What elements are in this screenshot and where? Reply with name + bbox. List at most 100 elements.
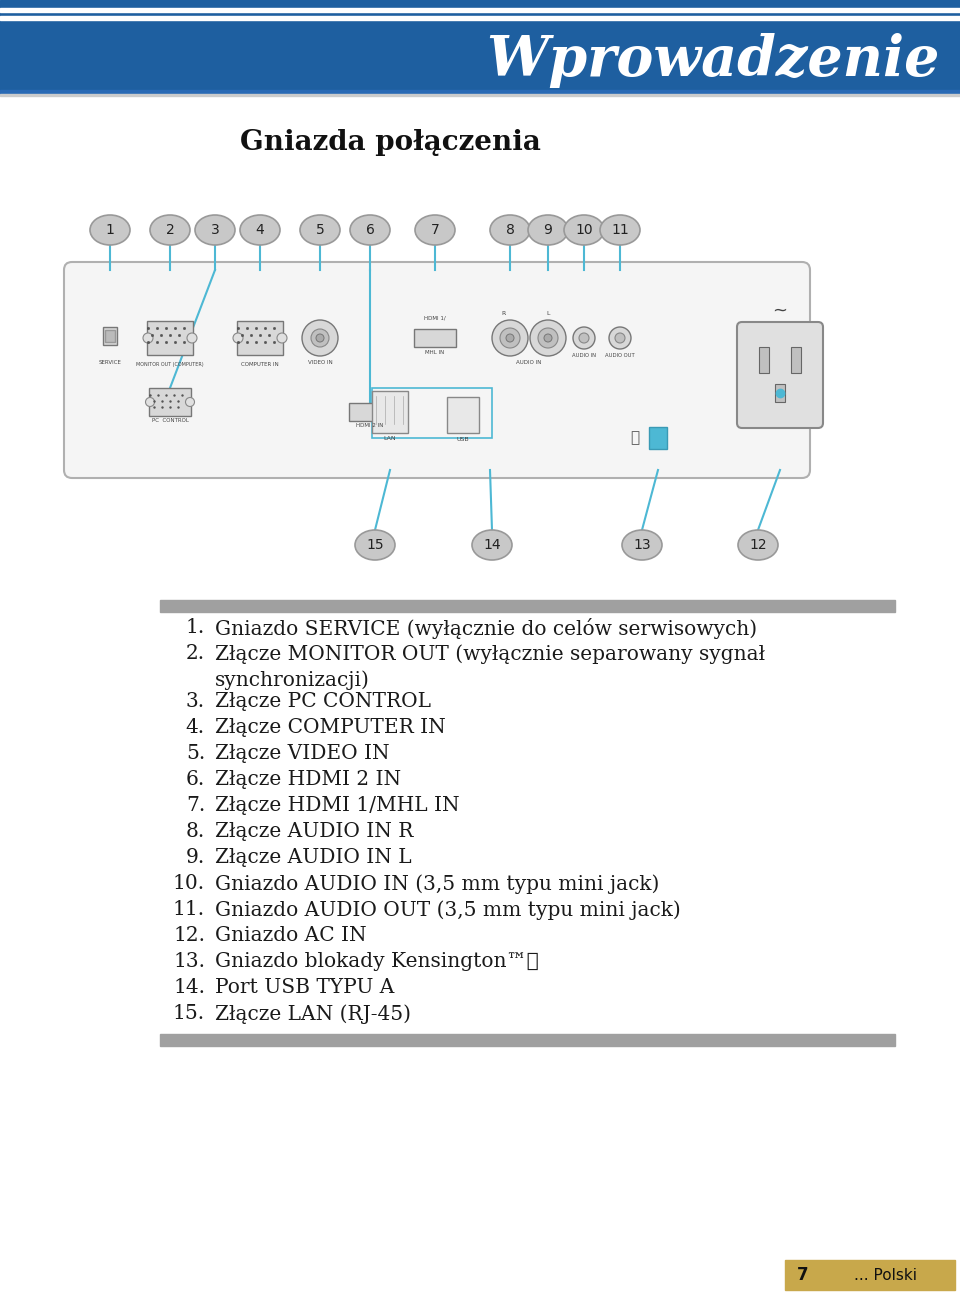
- Text: COMPUTER IN: COMPUTER IN: [241, 362, 278, 367]
- Text: 10.: 10.: [173, 874, 205, 893]
- Text: 7.: 7.: [185, 796, 205, 815]
- Bar: [160, 600, 895, 612]
- Circle shape: [492, 319, 528, 356]
- Bar: [0, 94, 960, 96]
- Text: 5: 5: [316, 222, 324, 237]
- Text: 2.: 2.: [186, 644, 205, 663]
- Text: Gniazdo AC IN: Gniazdo AC IN: [215, 926, 367, 945]
- Text: Złącze AUDIO IN L: Złącze AUDIO IN L: [215, 848, 412, 868]
- Text: 11.: 11.: [173, 900, 205, 919]
- Circle shape: [143, 334, 153, 343]
- Ellipse shape: [490, 215, 530, 244]
- Bar: [414, 328, 456, 347]
- Text: LAN: LAN: [384, 436, 396, 441]
- Bar: [759, 347, 769, 372]
- Text: HDMI 2 IN: HDMI 2 IN: [356, 423, 384, 428]
- Text: AUDIO IN: AUDIO IN: [572, 353, 596, 358]
- Text: SERVICE: SERVICE: [99, 359, 121, 365]
- Text: 13.: 13.: [173, 952, 205, 971]
- Bar: [372, 390, 408, 433]
- Text: Złącze LAN (RJ-45): Złącze LAN (RJ-45): [215, 1003, 411, 1024]
- Bar: [372, 388, 492, 438]
- Bar: [149, 388, 191, 416]
- Text: Gniazdo AUDIO OUT (3,5 mm typu mini jack): Gniazdo AUDIO OUT (3,5 mm typu mini jack…: [215, 900, 681, 919]
- Text: PC  CONTROL: PC CONTROL: [152, 418, 188, 423]
- Text: 4.: 4.: [186, 718, 205, 737]
- Circle shape: [185, 397, 195, 406]
- Bar: [0, 0, 960, 91]
- Ellipse shape: [472, 530, 512, 560]
- Bar: [105, 330, 115, 343]
- Text: synchronizacji): synchronizacji): [215, 670, 370, 689]
- Text: Złącze MONITOR OUT (wyłącznie separowany sygnał: Złącze MONITOR OUT (wyłącznie separowany…: [215, 644, 765, 663]
- Text: 4: 4: [255, 222, 264, 237]
- Circle shape: [233, 334, 243, 343]
- Circle shape: [500, 328, 520, 348]
- Text: 15: 15: [366, 538, 384, 552]
- Bar: [349, 403, 391, 422]
- Ellipse shape: [90, 215, 130, 244]
- Bar: [147, 321, 193, 356]
- Text: Port USB TYPU A: Port USB TYPU A: [215, 978, 395, 997]
- Text: AUDIO OUT: AUDIO OUT: [605, 353, 635, 358]
- Circle shape: [579, 334, 589, 343]
- Text: R: R: [502, 312, 506, 315]
- Circle shape: [615, 334, 625, 343]
- Bar: [447, 397, 479, 433]
- FancyBboxPatch shape: [64, 262, 810, 478]
- Ellipse shape: [240, 215, 280, 244]
- Text: Złącze HDMI 2 IN: Złącze HDMI 2 IN: [215, 771, 401, 789]
- Text: 1.: 1.: [185, 618, 205, 637]
- Bar: [791, 347, 801, 372]
- Text: ⚿: ⚿: [631, 431, 639, 446]
- Text: 7: 7: [797, 1266, 809, 1284]
- Bar: [0, 16, 960, 19]
- Text: 9: 9: [543, 222, 552, 237]
- Text: 14.: 14.: [173, 978, 205, 997]
- Circle shape: [316, 334, 324, 343]
- Text: 7: 7: [431, 222, 440, 237]
- Ellipse shape: [564, 215, 604, 244]
- Bar: [237, 321, 283, 356]
- Text: 6.: 6.: [185, 771, 205, 789]
- Bar: [785, 1259, 955, 1290]
- Ellipse shape: [528, 215, 568, 244]
- Text: ... Polski: ... Polski: [853, 1267, 917, 1283]
- Circle shape: [302, 319, 338, 356]
- Text: 2: 2: [166, 222, 175, 237]
- Text: 8.: 8.: [185, 822, 205, 840]
- Text: ~: ~: [773, 303, 787, 319]
- Text: 9.: 9.: [185, 848, 205, 868]
- Text: 15.: 15.: [173, 1003, 205, 1023]
- Text: VIDEO IN: VIDEO IN: [307, 359, 332, 365]
- Text: 3: 3: [210, 222, 220, 237]
- Text: Złącze VIDEO IN: Złącze VIDEO IN: [215, 743, 390, 763]
- Text: Złącze HDMI 1/MHL IN: Złącze HDMI 1/MHL IN: [215, 796, 460, 815]
- Text: 12.: 12.: [173, 926, 205, 945]
- Text: 5.: 5.: [185, 743, 205, 763]
- Text: Gniazdo blokady Kensington™🔒: Gniazdo blokady Kensington™🔒: [215, 952, 539, 971]
- Text: 1: 1: [106, 222, 114, 237]
- Bar: [0, 91, 960, 94]
- Ellipse shape: [350, 215, 390, 244]
- Text: MONITOR OUT (COMPUTER): MONITOR OUT (COMPUTER): [136, 362, 204, 367]
- Ellipse shape: [195, 215, 235, 244]
- Circle shape: [538, 328, 558, 348]
- Ellipse shape: [150, 215, 190, 244]
- Bar: [0, 8, 960, 12]
- Circle shape: [187, 334, 197, 343]
- Ellipse shape: [415, 215, 455, 244]
- Text: 14: 14: [483, 538, 501, 552]
- Bar: [103, 327, 117, 345]
- Circle shape: [146, 397, 155, 406]
- Text: HDMI 1/: HDMI 1/: [424, 315, 445, 319]
- Circle shape: [506, 334, 514, 343]
- Text: 8: 8: [506, 222, 515, 237]
- Text: Gniazdo AUDIO IN (3,5 mm typu mini jack): Gniazdo AUDIO IN (3,5 mm typu mini jack): [215, 874, 660, 893]
- Circle shape: [277, 334, 287, 343]
- Circle shape: [609, 327, 631, 349]
- Ellipse shape: [355, 530, 395, 560]
- Circle shape: [544, 334, 552, 343]
- Ellipse shape: [600, 215, 640, 244]
- Text: 13: 13: [634, 538, 651, 552]
